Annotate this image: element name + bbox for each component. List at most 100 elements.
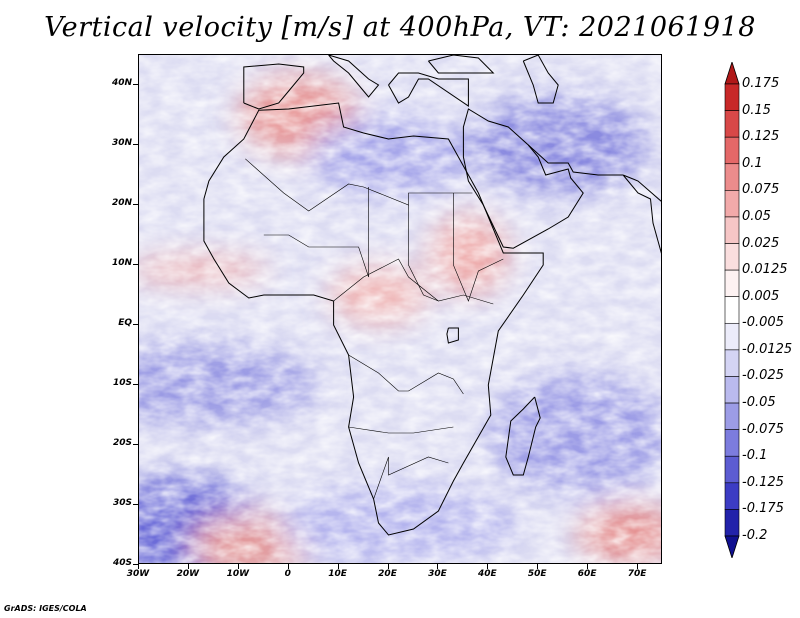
lat-tick — [133, 384, 138, 385]
lon-tick — [537, 564, 539, 569]
country-border — [348, 354, 464, 395]
lat-tick — [133, 84, 138, 85]
colorbar-bin — [724, 296, 740, 324]
colorbar-level-label: -0.1 — [742, 448, 768, 464]
colorbar-bin — [724, 429, 740, 457]
country-border — [453, 193, 504, 302]
country-border — [263, 187, 369, 278]
lat-tick — [133, 444, 138, 445]
colorbar — [724, 62, 740, 558]
colorbar-bin — [724, 110, 740, 138]
lon-tick-label: 70E — [627, 569, 647, 579]
lon-tick — [487, 564, 489, 569]
colorbar-lower-arrow — [724, 535, 740, 558]
coastline-path — [328, 55, 380, 98]
coastline-path — [203, 102, 544, 536]
colorbar-level-label: -0.125 — [742, 474, 784, 490]
lat-tick — [133, 564, 138, 565]
colorbar-bin — [724, 509, 740, 537]
field-texture — [139, 55, 661, 563]
colorbar-level-label: 0.025 — [742, 235, 780, 251]
lon-tick-label: 10W — [226, 569, 250, 579]
coastline-path — [462, 108, 584, 249]
colorbar-level-label: -0.025 — [742, 368, 784, 384]
lat-tick — [133, 324, 138, 325]
colorbar-level-label: 0.05 — [742, 208, 771, 224]
lat-tick-label: 10S — [112, 378, 132, 388]
coastline-path — [428, 55, 495, 74]
colorbar-bin — [724, 190, 740, 218]
colorbar-bin — [724, 83, 740, 111]
lon-tick-label: 60E — [577, 569, 597, 579]
lat-tick-label: 20S — [112, 438, 132, 448]
colorbar-bin — [724, 482, 740, 510]
coastline-path — [505, 396, 541, 476]
lat-tick-label: 40S — [112, 558, 132, 568]
lon-tick — [187, 564, 189, 569]
lon-tick-label: 10E — [328, 569, 347, 579]
lon-tick-label: 20E — [378, 569, 397, 579]
lon-tick-label: 30W — [126, 569, 150, 579]
colorbar-bin — [724, 163, 740, 191]
coastline-path — [522, 55, 559, 104]
lon-tick — [237, 564, 239, 569]
colorbar-level-label: 0.0125 — [742, 262, 788, 278]
footer-credit: GrADS: IGES/COLA — [4, 604, 87, 613]
colorbar-level-label: 0.005 — [742, 288, 780, 304]
colorbar-level-label: -0.05 — [742, 395, 776, 411]
lon-tick — [637, 564, 639, 569]
map-field-svg — [139, 55, 661, 563]
lat-tick — [133, 264, 138, 265]
lon-tick — [387, 564, 389, 569]
colorbar-bin — [724, 322, 740, 351]
colorbar-level-label: 0.15 — [742, 102, 771, 118]
lon-tick — [138, 564, 139, 569]
colorbar-level-label: -0.075 — [742, 421, 784, 437]
lon-tick-label: 40E — [477, 569, 497, 579]
colorbar-bin — [724, 243, 740, 271]
lat-tick — [133, 144, 138, 145]
colorbar-bin — [724, 216, 740, 244]
coastline-path — [527, 144, 624, 176]
country-border — [333, 258, 494, 305]
colorbar-level-label: 0.125 — [742, 129, 780, 145]
lat-tick — [133, 204, 138, 205]
lon-tick-label: 20W — [176, 569, 200, 579]
lon-tick — [287, 564, 289, 569]
colorbar-bin — [724, 455, 740, 484]
lat-tick — [133, 504, 138, 505]
colorbar-level-label: -0.2 — [742, 528, 768, 543]
colorbar-bin — [724, 269, 740, 298]
colorbar-level-label: -0.175 — [742, 501, 784, 517]
coastline-path — [622, 174, 661, 254]
lon-tick — [587, 564, 589, 569]
lon-tick-label: 50E — [527, 569, 547, 579]
lat-tick-label: 30N — [111, 138, 132, 148]
map-plot-area — [138, 54, 662, 564]
colorbar-bin — [724, 349, 740, 377]
colorbar-level-label: 0.075 — [742, 182, 780, 198]
colorbar-level-label: -0.0125 — [742, 341, 793, 357]
colorbar-upper-arrow — [724, 62, 740, 85]
map-title: Vertical velocity [m/s] at 400hPa, VT: 2… — [44, 12, 756, 43]
country-border — [408, 205, 439, 302]
colorbar-level-label: 0.1 — [742, 155, 763, 171]
colorbar-bin — [724, 136, 740, 165]
lat-tick-label: 10N — [111, 258, 132, 268]
country-border — [373, 456, 449, 500]
coastline-path — [243, 63, 305, 110]
lat-tick-label: 40N — [111, 78, 132, 88]
coastline-path — [388, 72, 469, 107]
lon-tick — [337, 564, 339, 569]
lon-tick — [437, 564, 439, 569]
lon-tick-label: 0 — [284, 569, 291, 579]
country-border — [348, 426, 454, 434]
lat-tick-label: 30S — [112, 498, 132, 508]
colorbar-level-label: -0.005 — [742, 315, 784, 331]
lon-tick-label: 30E — [428, 569, 447, 579]
lat-tick-label: EQ — [118, 318, 132, 328]
coastline-path — [446, 327, 459, 344]
country-border — [245, 158, 473, 212]
colorbar-bin — [724, 402, 740, 430]
coastlines — [203, 55, 661, 536]
